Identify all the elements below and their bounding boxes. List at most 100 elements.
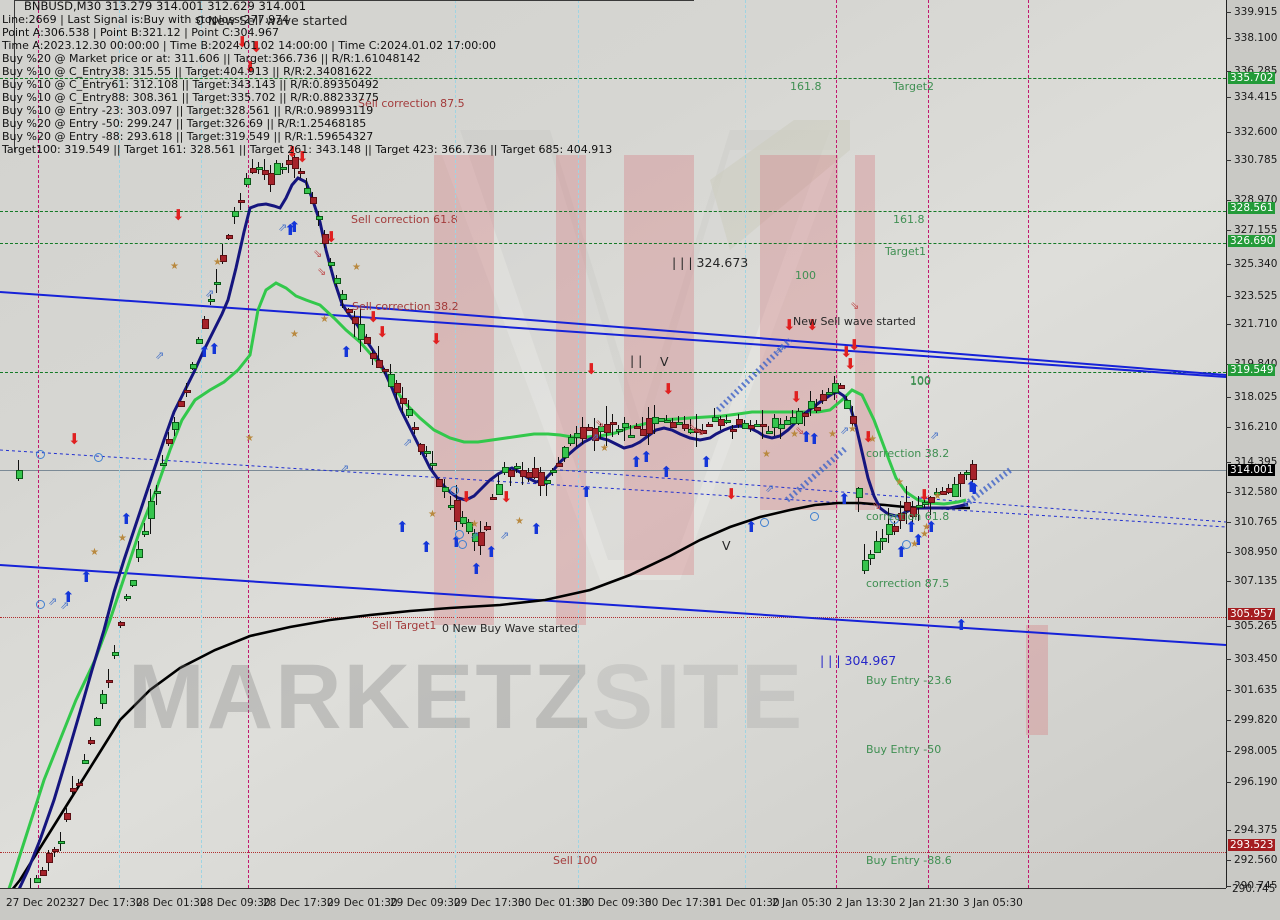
candle-body xyxy=(202,319,209,330)
candle-body xyxy=(100,694,107,705)
zone-rect xyxy=(760,155,838,510)
wave-star-marker: ★ xyxy=(762,449,771,460)
time-tick-label: 28 Dec 09:30 xyxy=(200,897,271,909)
hollow-sell-arrow: ⇘ xyxy=(850,299,860,312)
time-tick-label: 27 Dec 2023 xyxy=(6,897,74,909)
candle-body xyxy=(922,502,929,506)
candle-body xyxy=(112,651,119,656)
hollow-buy-arrow: ⇗ xyxy=(500,529,510,542)
time-tick-label: 30 Dec 17:30 xyxy=(645,897,716,909)
chart-annotation: 100 xyxy=(795,269,816,282)
candle-wick xyxy=(408,399,409,418)
chart-annotation: Buy Entry -50 xyxy=(866,743,942,756)
candle-body xyxy=(556,462,563,467)
candle-body xyxy=(904,502,911,511)
time-axis[interactable]: 27 Dec 2023 27 Dec 17:30 28 Dec 01:30 28 De… xyxy=(0,883,1280,920)
level-line-label: Sell 100 xyxy=(553,854,598,867)
candle-body xyxy=(646,417,653,435)
chart-annotation: 100 xyxy=(910,375,931,388)
candle-body xyxy=(316,216,323,220)
session-divider-line xyxy=(38,0,39,888)
candle-body xyxy=(148,500,155,519)
period-divider-line xyxy=(578,0,579,888)
candle-body xyxy=(310,196,317,204)
candle-body xyxy=(490,496,497,500)
hollow-sell-arrow: ⇘ xyxy=(695,425,705,438)
price-tick xyxy=(1226,12,1231,13)
price-tick xyxy=(1226,659,1231,660)
sell-signal-arrow: ⬇ xyxy=(367,308,380,326)
candle-body xyxy=(334,278,341,284)
candle-body xyxy=(292,157,299,169)
price-tick-label: 339.915 xyxy=(1234,6,1278,18)
price-tick-label: 299.820 xyxy=(1234,714,1278,726)
price-tick-label: 301.635 xyxy=(1234,684,1278,696)
time-tick-label: 30 Dec 09:30 xyxy=(581,897,652,909)
fib-fan-layer xyxy=(715,337,1012,508)
wave-star-marker: ★ xyxy=(933,491,942,502)
candle-body xyxy=(460,517,467,525)
chart-plot-area[interactable]: Target2 161.8 Sell correction 61.8 161.8 Tar… xyxy=(0,0,1226,888)
buy-signal-arrow: ⬆ xyxy=(745,518,758,536)
level-line xyxy=(0,617,1226,618)
sell-signal-arrow: ⬇ xyxy=(460,488,473,506)
sell-signal-arrow: ⬇ xyxy=(236,33,249,51)
price-tick xyxy=(1226,397,1231,398)
header-line: Buy %10 @ C_Entry61: 312.108 || Target:3… xyxy=(2,78,379,91)
candle-body xyxy=(244,178,251,186)
price-tick xyxy=(1226,160,1231,161)
candle-body xyxy=(508,470,515,477)
buy-signal-arrow: ⬆ xyxy=(120,510,133,528)
price-tick xyxy=(1226,200,1231,201)
candle-body xyxy=(970,464,977,481)
candle-body xyxy=(352,316,359,324)
sell-signal-arrow: ⬇ xyxy=(783,316,796,334)
sell-signal-arrow: ⬇ xyxy=(862,428,875,446)
hollow-buy-arrow: ⇗ xyxy=(205,287,215,300)
candle-wick xyxy=(168,431,169,447)
hollow-buy-arrow: ⇗ xyxy=(840,424,850,437)
candle-body xyxy=(616,428,623,433)
time-tick-label: 2 Jan 05:30 xyxy=(772,897,832,909)
candle-body xyxy=(850,416,857,425)
sell-signal-arrow: ⬇ xyxy=(848,336,861,354)
hollow-buy-arrow: ⇗ xyxy=(403,436,413,449)
price-tick-label: 316.210 xyxy=(1234,421,1278,433)
wave-star-marker: ★ xyxy=(470,519,479,530)
chart-header: BNBUSD,M30 313.279 314.001 312.629 314.0… xyxy=(2,0,612,156)
time-axis-line xyxy=(0,888,1226,889)
candle-body xyxy=(190,363,197,369)
candle-body xyxy=(118,622,125,626)
candle-body xyxy=(814,406,821,411)
candle-body xyxy=(376,360,383,368)
candle-body xyxy=(838,385,845,389)
buy-signal-arrow: ⬆ xyxy=(630,453,643,471)
candle-body xyxy=(226,234,233,239)
price-tick xyxy=(1226,581,1231,582)
chart-annotation: Sell correction 38.2 xyxy=(352,300,459,313)
candle-wick xyxy=(558,456,559,466)
candle-wick xyxy=(708,421,709,427)
price-tick xyxy=(1226,132,1231,133)
candle-wick xyxy=(960,472,961,498)
candle-body xyxy=(952,484,959,497)
hollow-sell-arrow: ⇘ xyxy=(313,247,323,260)
candle-wick xyxy=(624,417,625,442)
candle-wick xyxy=(354,310,355,338)
candle-body xyxy=(748,424,755,430)
chart-annotation: 0 New Sell wave started xyxy=(196,13,348,28)
hollow-sell-arrow: ⇘ xyxy=(795,424,805,437)
candle-body xyxy=(706,424,713,428)
price-tick xyxy=(1226,427,1231,428)
price-level-tag: 319.549 xyxy=(1228,364,1276,376)
candle-body xyxy=(442,486,449,493)
sell-signal-arrow: ⬇ xyxy=(840,343,853,361)
buy-signal-arrow: ⬆ xyxy=(925,518,938,536)
price-axis[interactable]: 339.915 338.100 336.285 335.702 334.415 332.6… xyxy=(1226,0,1280,891)
price-level-tag: 293.523 xyxy=(1228,839,1276,851)
sell-signal-arrow: ⬇ xyxy=(806,316,819,334)
price-tick-label: 296.190 xyxy=(1234,776,1278,788)
candle-body xyxy=(910,506,917,518)
chart-annotation: Sell correction 87.5 xyxy=(358,97,465,110)
candle-wick xyxy=(72,775,73,795)
